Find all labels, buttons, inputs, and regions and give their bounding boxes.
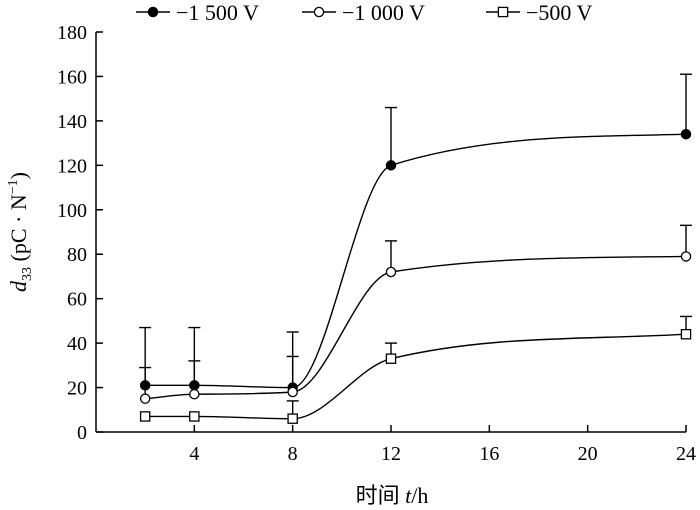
data-point (385, 160, 397, 171)
data-point (680, 128, 692, 140)
ticks: 0 20 40 60 80 100 120 140 160 180 4 8 12 16 20 24 (57, 22, 696, 465)
series-line (145, 333, 687, 420)
y-tick-label: 80 (67, 244, 87, 266)
legend-marker (147, 6, 159, 18)
legend-marker (313, 6, 325, 18)
y-tick-label: 140 (57, 111, 87, 133)
x-tick-label: 12 (381, 443, 401, 465)
y-tick-label: 120 (57, 155, 87, 177)
error-bars (139, 73, 692, 419)
axes (95, 32, 686, 433)
y-tick-label: 0 (77, 422, 87, 444)
data-markers (139, 128, 692, 424)
y-tick-label: 40 (67, 333, 87, 355)
x-tick-label: 8 (288, 443, 298, 465)
data-point (139, 380, 151, 391)
data-point (680, 328, 692, 340)
x-axis-label: 时间 t/h (356, 483, 429, 508)
series-line (145, 255, 687, 400)
series-curves (145, 133, 687, 420)
data-point (680, 251, 692, 262)
data-point (385, 266, 397, 278)
data-point (189, 411, 200, 422)
y-tick-label: 60 (67, 289, 87, 311)
y-tick-label: 20 (67, 378, 87, 400)
x-tick-label: 16 (479, 443, 499, 465)
y-tick-label: 100 (57, 200, 87, 222)
data-point (139, 393, 151, 404)
legend-marker (497, 6, 509, 18)
legend-label: −1 500 V (176, 0, 259, 25)
x-tick-label: 4 (189, 443, 199, 465)
series-line (145, 133, 687, 389)
data-point (287, 386, 298, 398)
data-point (287, 413, 298, 424)
x-tick-label: 24 (676, 443, 696, 465)
y-tick-label: 180 (57, 22, 87, 44)
y-tick-label: 160 (57, 66, 87, 88)
data-point (189, 380, 200, 391)
x-tick-label: 20 (578, 443, 598, 465)
y-axis-label: d33 (pC · N−1) (6, 172, 35, 292)
legend-label: −500 V (526, 0, 593, 25)
data-point (139, 411, 151, 422)
data-point (189, 388, 200, 400)
legend-label: −1 000 V (342, 0, 425, 25)
legend: −1 500 V −1 000 V −500 V (136, 0, 593, 25)
data-point (385, 353, 397, 364)
